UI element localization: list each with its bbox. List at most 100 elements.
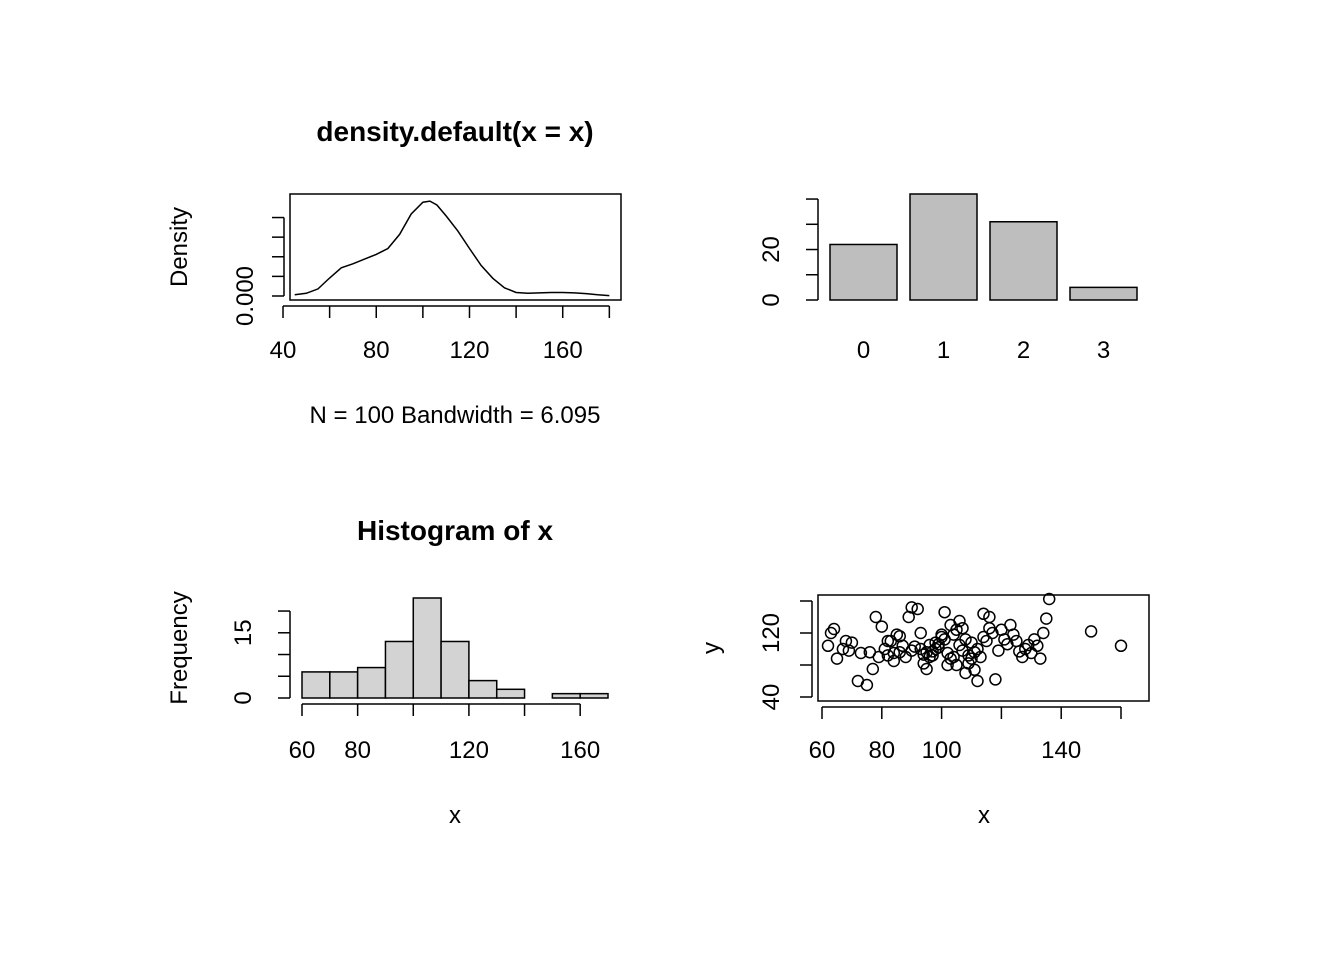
scatter-point	[824, 626, 838, 640]
histogram-bar	[301, 671, 331, 699]
scatter-point	[965, 652, 978, 665]
scatter-point	[956, 621, 969, 635]
scatter-point	[1001, 637, 1014, 651]
scatter-point	[959, 633, 972, 646]
histogram-x-tick-label: 120	[449, 737, 489, 764]
histogram-bar	[440, 640, 470, 699]
scatter-point	[893, 645, 906, 659]
density-x-tick-label: 160	[543, 337, 583, 364]
histogram-y-label: Frequency	[166, 591, 193, 704]
scatter-x-tick-label: 100	[922, 737, 962, 764]
histogram-bar	[356, 666, 387, 699]
scatter-point	[863, 645, 877, 659]
histogram-y-tick-label: 0	[230, 691, 257, 704]
density-curve	[294, 200, 610, 297]
scatter-plot-box	[817, 594, 1150, 702]
histogram-x-axis: 60 80 120 160	[289, 703, 600, 764]
scatter-y-tick-label: 120	[758, 613, 785, 653]
histogram-x-tick-label: 160	[560, 737, 600, 764]
barplot-category-label: 0	[857, 337, 870, 364]
scatter-point	[977, 607, 990, 621]
scatter-point	[905, 601, 918, 614]
scatter-point	[953, 614, 966, 628]
scatter-point	[887, 654, 901, 668]
scatter-point	[896, 639, 909, 653]
scatter-point	[932, 637, 945, 651]
density-plot-box	[289, 193, 622, 301]
scatter-point	[1114, 639, 1128, 653]
scatter-panel: x y 60 80 100 140 40 120	[698, 592, 1150, 829]
histogram-bar	[495, 688, 526, 699]
scatter-point	[983, 610, 996, 624]
barplot-y-tick-label: 0	[758, 293, 785, 306]
scatter-points	[821, 592, 1128, 692]
scatter-point	[914, 626, 927, 640]
barplot-y-tick-label: 20	[758, 236, 785, 263]
scatter-point	[1007, 628, 1020, 641]
barplot-bar	[1069, 286, 1138, 301]
scatter-point	[1034, 652, 1047, 665]
barplot-category-labels: 0 1 2 3	[857, 337, 1110, 364]
scatter-point	[962, 649, 975, 662]
barplot-bar	[989, 221, 1058, 301]
scatter-point	[866, 662, 880, 676]
scatter-y-label: y	[698, 642, 725, 654]
barplot-panel: 0 20 0 1 2 3	[758, 193, 1138, 364]
density-x-tick-label: 120	[449, 337, 489, 364]
histogram-bar	[412, 597, 442, 699]
density-y-label: Density	[166, 207, 193, 287]
density-y-tick-label: 0.000	[232, 266, 259, 326]
density-title: density.default(x = x)	[316, 116, 593, 147]
histogram-panel: Histogram of x x Frequency 60 80 120 160 0 1…	[166, 515, 609, 829]
scatter-point	[1037, 626, 1050, 640]
scatter-point	[917, 648, 930, 661]
scatter-point	[950, 658, 963, 672]
scatter-point	[887, 646, 901, 660]
scatter-y-tick-label: 40	[758, 684, 785, 711]
scatter-point	[827, 622, 841, 636]
barplot-category-label: 3	[1097, 337, 1110, 364]
scatter-point	[980, 634, 993, 648]
histogram-bar	[551, 692, 581, 699]
scatter-x-tick-label: 60	[809, 737, 836, 764]
scatter-point	[911, 602, 924, 616]
density-y-axis: 0.000	[232, 216, 285, 326]
scatter-point	[869, 610, 883, 624]
histogram-x-label: x	[449, 802, 461, 829]
scatter-point	[920, 662, 933, 676]
scatter-point	[836, 642, 850, 656]
scatter-point	[926, 649, 939, 662]
scatter-x-tick-label: 80	[868, 737, 895, 764]
scatter-point	[854, 646, 868, 660]
density-x-tick-label: 80	[363, 337, 390, 364]
scatter-point	[830, 652, 844, 665]
scatter-x-axis: 60 80 100 140	[809, 706, 1122, 764]
scatter-point	[845, 636, 859, 649]
histogram-title: Histogram of x	[357, 515, 553, 546]
density-x-tick-label: 40	[270, 337, 297, 364]
scatter-point	[1084, 625, 1098, 638]
scatter-x-tick-label: 140	[1041, 737, 1081, 764]
scatter-point	[908, 640, 921, 653]
scatter-point	[935, 630, 948, 644]
scatter-point	[881, 634, 895, 648]
histogram-y-tick-label: 15	[230, 619, 257, 646]
scatter-point	[842, 644, 856, 657]
scatter-point	[938, 605, 951, 619]
scatter-point	[971, 674, 984, 688]
barplot-category-label: 1	[937, 337, 950, 364]
histogram-bar	[384, 640, 415, 699]
barplot-bars	[829, 193, 1138, 301]
histogram-x-tick-label: 60	[289, 737, 316, 764]
density-panel: density.default(x = x) N = 100 Bandwidth…	[166, 116, 622, 429]
barplot-category-label: 2	[1017, 337, 1030, 364]
scatter-point	[986, 626, 999, 640]
scatter-x-label: x	[978, 802, 990, 829]
scatter-point	[989, 673, 1002, 686]
scatter-point	[1040, 612, 1053, 625]
histogram-bar	[579, 692, 609, 699]
histogram-bar	[329, 671, 359, 699]
histogram-bar	[468, 679, 498, 699]
scatter-point	[992, 644, 1005, 657]
